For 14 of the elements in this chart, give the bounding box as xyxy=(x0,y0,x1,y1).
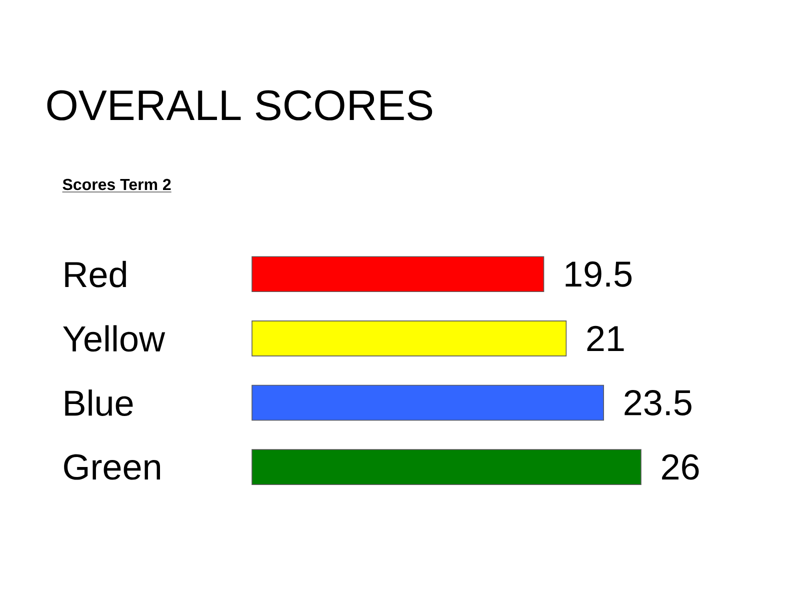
data-label: 19.5 xyxy=(566,261,632,287)
bar xyxy=(252,449,642,485)
text: Scores Term 2 xyxy=(62,178,171,190)
y-tick-label: Red xyxy=(65,260,126,288)
y-tick-label: Green xyxy=(64,454,160,480)
bar xyxy=(252,320,567,356)
y-tick-label: Blue xyxy=(65,390,133,416)
data-label: 26 xyxy=(662,454,699,480)
bar xyxy=(252,384,604,421)
chart-title: OVERALL SCORES xyxy=(47,90,432,120)
bar xyxy=(252,256,544,292)
data-label: 21 xyxy=(587,326,624,352)
y-tick-label: Yellow xyxy=(63,325,166,352)
data-label: 23.5 xyxy=(624,390,692,416)
